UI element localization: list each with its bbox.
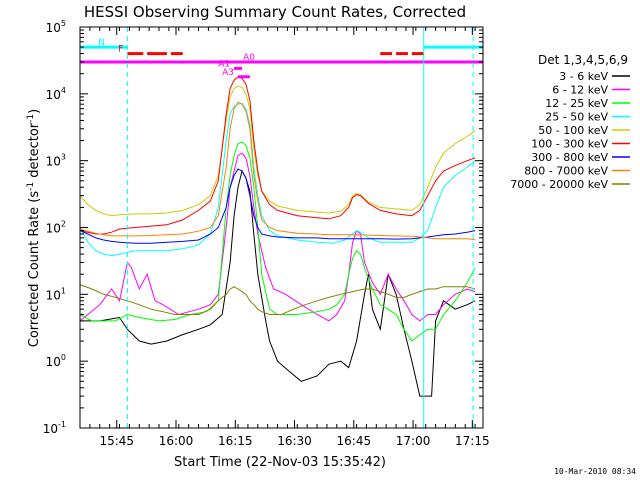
y-axis: 10-1 100 101 102 103 104 105 xyxy=(43,19,483,436)
y-axis-label-main: Corrected Count Rate (s xyxy=(27,191,42,348)
legend-label-3-6-kev: 3 - 6 keV xyxy=(559,70,608,83)
y-tick-label-1: 100 xyxy=(46,353,66,369)
flag-label-f: F xyxy=(118,45,123,55)
legend-header: Det 1,3,4,5,6,9 xyxy=(538,53,628,67)
y-axis-label-end: ) xyxy=(27,109,42,114)
x-axis: 15:45 16:00 16:15 16:30 16:45 17:00 17:15 xyxy=(79,27,490,448)
footer-timestamp: 10-Mar-2010 08:34 xyxy=(554,467,636,476)
y-tick-label-2: 101 xyxy=(46,286,66,302)
y-axis-label-mid: detector xyxy=(27,122,42,182)
flag-label-a3: A3 xyxy=(222,68,234,78)
x-tick-label-6: 17:15 xyxy=(455,434,490,448)
y-tick-label-3: 102 xyxy=(46,220,66,236)
series-line-50-100-kev xyxy=(79,85,476,217)
y-tick-label-6: 105 xyxy=(46,19,66,35)
flag-label-a1: A1 xyxy=(218,59,230,69)
x-tick-label-2: 16:15 xyxy=(218,434,253,448)
flag-label-n: N xyxy=(98,38,105,48)
series-line-12-25-kev xyxy=(79,141,476,342)
flag-label-a0: A0 xyxy=(243,53,255,63)
y-axis-label: Corrected Count Rate (s-1 detector-1) xyxy=(26,109,42,347)
x-tick-label-1: 16:00 xyxy=(159,434,194,448)
legend-label-100-300-kev: 100 - 300 keV xyxy=(531,138,608,151)
x-tick-label-3: 16:30 xyxy=(277,434,312,448)
series-line-25-50-kev xyxy=(79,102,476,257)
x-tick-label-5: 17:00 xyxy=(396,434,431,448)
legend-label-7000-20000-kev: 7000 - 20000 keV xyxy=(510,178,608,191)
legend-label-50-100-kev: 50 - 100 keV xyxy=(538,124,608,137)
series-line-300-800-kev xyxy=(79,168,476,244)
series-line-6-12-kev xyxy=(79,152,476,322)
x-axis-label: Start Time (22-Nov-03 15:35:42) xyxy=(174,455,386,470)
series-line-3-6-kev xyxy=(80,169,476,397)
y-tick-label-0: 10-1 xyxy=(43,420,66,436)
x-tick-label-4: 16:45 xyxy=(337,434,372,448)
vline-layer xyxy=(126,27,474,428)
y-axis-label-sup2: -1 xyxy=(26,114,36,123)
y-tick-label-4: 103 xyxy=(46,153,66,169)
series-layer xyxy=(79,76,476,397)
legend-label-25-50-kev: 25 - 50 keV xyxy=(545,111,608,124)
y-tick-label-5: 104 xyxy=(46,86,66,102)
legend-label-6-12-kev: 6 - 12 keV xyxy=(552,84,608,97)
series-line-7000-20000-kev xyxy=(79,284,476,315)
legend-label-12-25-kev: 12 - 25 keV xyxy=(545,97,608,110)
chart-title: HESSI Observing Summary Count Rates, Cor… xyxy=(84,3,466,21)
y-axis-label-sup1: -1 xyxy=(26,182,36,191)
series-line-100-300-kev xyxy=(79,76,476,235)
x-tick-label-0: 15:45 xyxy=(99,434,134,448)
legend-label-800-7000-kev: 800 - 7000 keV xyxy=(524,165,608,178)
legend-label-300-800-kev: 300 - 800 keV xyxy=(531,151,608,164)
series-line-800-7000-kev xyxy=(79,101,476,241)
